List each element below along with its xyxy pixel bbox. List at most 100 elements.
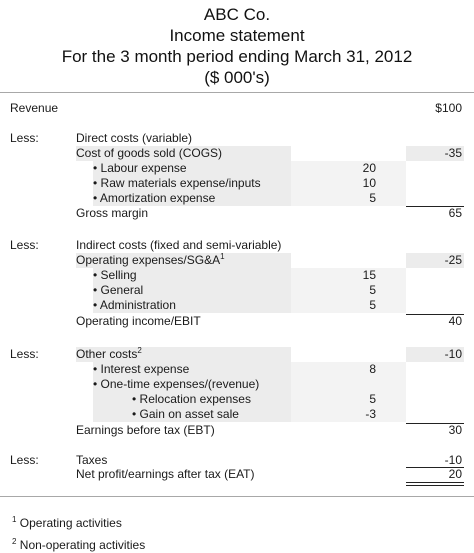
raw-materials-row: • Raw materials expense/inputs 10 (0, 176, 474, 191)
net-profit-row: Net profit/earnings after tax (EAT) 20 (0, 467, 474, 482)
opex-row: Operating expenses/SG&A1 -25 (0, 253, 474, 268)
ebit-label: Operating income/EBIT (76, 314, 201, 328)
top-divider (0, 92, 474, 93)
row-shade (291, 392, 406, 407)
ebt-value: 30 (448, 423, 462, 437)
statement-period: For the 3 month period ending March 31, … (61, 47, 413, 66)
row-shade (93, 362, 291, 377)
row-shade (93, 298, 291, 313)
row-shade (76, 347, 291, 362)
cogs-row: Cost of goods sold (COGS) -35 (0, 146, 474, 161)
ebit-value: 40 (448, 314, 462, 328)
company-name: ABC Co. (203, 5, 271, 24)
footnote-marker: 2 (12, 537, 17, 546)
less-label: Less: (10, 347, 39, 361)
footnote-2: 2 Non-operating activities (12, 538, 145, 553)
less-label: Less: (10, 453, 39, 467)
row-shade (291, 362, 406, 377)
raw-materials-value: 10 (362, 176, 376, 190)
opex-label-text: Operating expenses/SG&A (76, 253, 221, 267)
row-shade (93, 176, 291, 191)
row-shade (93, 407, 291, 422)
interest-value: 8 (369, 362, 376, 376)
statement-units: ($ 000's) (204, 68, 270, 87)
taxes-label: Taxes (76, 453, 108, 467)
row-shade (291, 298, 406, 313)
row-shade (93, 191, 291, 206)
gross-margin-label: Gross margin (76, 206, 149, 220)
revenue-row: Revenue $100 (0, 101, 474, 116)
footnote-marker: 1 (12, 515, 17, 524)
relocation-label: • Relocation expenses (132, 392, 251, 406)
selling-label: • Selling (93, 268, 137, 282)
administration-row: • Administration 5 (0, 298, 474, 313)
footnote-marker: 2 (137, 346, 142, 355)
opex-value: -25 (444, 253, 462, 267)
footnote-marker: 1 (220, 252, 225, 261)
labour-row: • Labour expense 20 (0, 161, 474, 176)
subtotal-rule (406, 206, 464, 207)
gain-asset-row: • Gain on asset sale -3 (0, 407, 474, 422)
general-row: • General 5 (0, 283, 474, 298)
labour-label: • Labour expense (93, 161, 187, 175)
revenue-label: Revenue (10, 101, 59, 115)
interest-row: • Interest expense 8 (0, 362, 474, 377)
less-label: Less: (10, 131, 39, 145)
ebt-label: Earnings before tax (EBT) (76, 423, 215, 437)
row-shade (93, 377, 291, 392)
general-label: • General (93, 283, 144, 297)
taxes-value: -10 (444, 453, 462, 467)
statement-title: Income statement (169, 26, 305, 45)
other-costs-label: Other costs2 (76, 347, 142, 362)
taxes-row: Less: Taxes -10 (0, 453, 474, 468)
row-shade (291, 407, 406, 422)
footnote-1: 1 Operating activities (12, 516, 122, 531)
row-shade (76, 146, 291, 161)
indirect-costs-label: Indirect costs (fixed and semi-variable) (76, 238, 282, 252)
gross-margin-value: 65 (448, 206, 462, 220)
less-label: Less: (10, 238, 39, 252)
cogs-label: Cost of goods sold (COGS) (76, 146, 223, 160)
amortization-row: • Amortization expense 5 (0, 191, 474, 206)
subtotal-rule (406, 314, 464, 315)
direct-costs-row: Less: Direct costs (variable) (0, 131, 474, 146)
row-shade (291, 268, 406, 283)
footnote-text: Non-operating activities (19, 538, 146, 552)
gain-asset-value: -3 (365, 407, 376, 421)
subtotal-rule (406, 423, 464, 424)
selling-row: • Selling 15 (0, 268, 474, 283)
ebt-row: Earnings before tax (EBT) 30 (0, 423, 474, 438)
double-underline (406, 482, 464, 486)
row-shade (93, 283, 291, 298)
revenue-value: $100 (435, 101, 462, 115)
indirect-costs-row: Less: Indirect costs (fixed and semi-var… (0, 238, 474, 253)
interest-label: • Interest expense (93, 362, 190, 376)
row-shade (93, 392, 291, 407)
row-shade (291, 176, 406, 191)
row-shade (406, 146, 464, 161)
row-shade (406, 253, 464, 268)
gross-margin-row: Gross margin 65 (0, 206, 474, 221)
net-profit-value: 20 (448, 467, 462, 481)
administration-label: • Administration (93, 298, 176, 312)
amortization-label: • Amortization expense (93, 191, 216, 205)
one-time-row: • One-time expenses/(revenue) (0, 377, 474, 392)
administration-value: 5 (369, 298, 376, 312)
direct-costs-label: Direct costs (variable) (76, 131, 193, 145)
gain-asset-label: • Gain on asset sale (132, 407, 239, 421)
relocation-row: • Relocation expenses 5 (0, 392, 474, 407)
statement-header: ABC Co. Income statement For the 3 month… (0, 4, 474, 88)
labour-value: 20 (362, 161, 376, 175)
opex-label: Operating expenses/SG&A1 (76, 253, 225, 268)
other-costs-value: -10 (444, 347, 462, 361)
row-shade (291, 377, 406, 392)
row-shade (291, 283, 406, 298)
amortization-value: 5 (369, 191, 376, 205)
ebit-row: Operating income/EBIT 40 (0, 314, 474, 329)
relocation-value: 5 (369, 392, 376, 406)
one-time-label: • One-time expenses/(revenue) (93, 377, 260, 391)
row-shade (406, 347, 464, 362)
row-shade (291, 191, 406, 206)
selling-value: 15 (362, 268, 376, 282)
row-shade (291, 161, 406, 176)
